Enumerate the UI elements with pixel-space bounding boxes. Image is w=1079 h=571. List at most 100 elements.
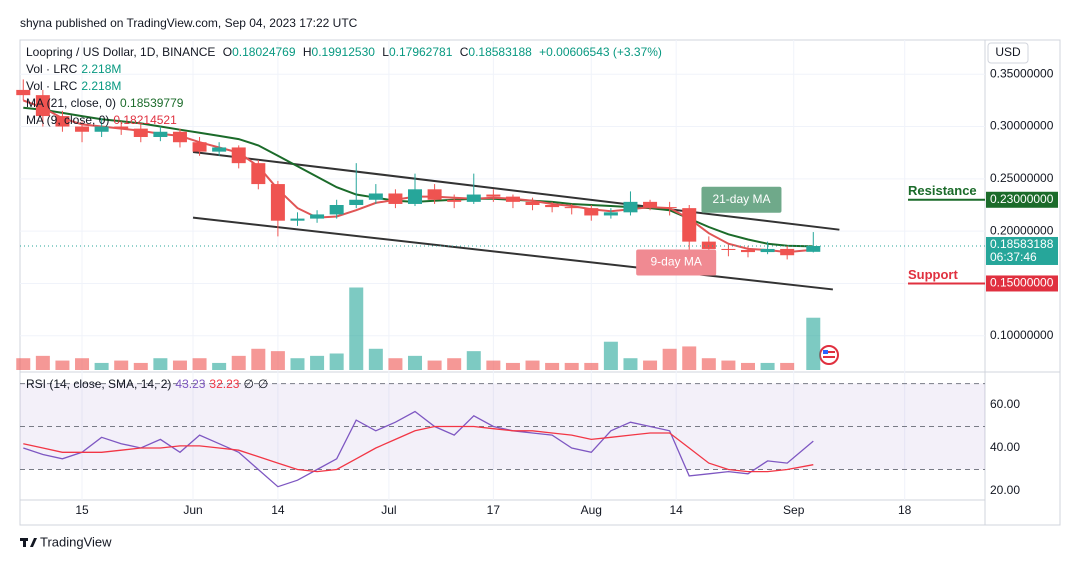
c-label: C bbox=[459, 45, 469, 59]
volume-bar bbox=[290, 358, 305, 370]
x-tick-label: 18 bbox=[898, 503, 912, 517]
candle-body bbox=[16, 89, 31, 96]
volume-bar bbox=[329, 353, 344, 370]
ma-value: 0.18214521 bbox=[113, 113, 177, 127]
candle-body bbox=[466, 194, 481, 202]
volume-bar bbox=[466, 351, 481, 370]
volume-bar bbox=[75, 358, 90, 370]
candle-body bbox=[75, 126, 90, 132]
volume-bar bbox=[505, 362, 520, 370]
candle-body bbox=[806, 245, 821, 252]
last-price-badge bbox=[986, 236, 1058, 265]
frame bbox=[19, 39, 1061, 526]
legend-vol: Vol · LRC 2.218M bbox=[26, 62, 125, 76]
h-label: H bbox=[302, 45, 312, 59]
volume-bar bbox=[16, 358, 31, 370]
candle-body bbox=[251, 163, 266, 185]
volume-bar bbox=[153, 358, 168, 370]
change: +0.00606543 (+3.37%) bbox=[539, 45, 662, 59]
candle-body bbox=[486, 194, 501, 197]
volume-bar bbox=[682, 346, 697, 370]
x-tick-label: Sep bbox=[783, 503, 805, 517]
flag-icon bbox=[819, 345, 839, 365]
volume-bar bbox=[270, 351, 285, 370]
trendline bbox=[192, 150, 840, 231]
legend-vol: Vol · LRC 2.218M bbox=[26, 79, 125, 93]
y-tick-label: 0.10000000 bbox=[990, 328, 1054, 342]
candle-body bbox=[192, 142, 207, 152]
ma-name: MA (21, close, 0) bbox=[26, 96, 117, 110]
x-tick-label: Aug bbox=[581, 503, 602, 517]
vol-name: Vol · LRC bbox=[26, 79, 78, 93]
volume-bar bbox=[662, 348, 677, 370]
candle-body bbox=[55, 116, 70, 127]
candle-body bbox=[94, 126, 109, 132]
annotation-box bbox=[636, 249, 717, 276]
volume-bar bbox=[545, 362, 560, 370]
volume-bar bbox=[721, 360, 736, 370]
candle-body bbox=[427, 189, 442, 200]
volume-bar bbox=[623, 358, 638, 370]
volume-bar bbox=[212, 362, 227, 370]
volume-bar bbox=[133, 362, 148, 370]
volume-bar bbox=[564, 362, 579, 370]
candle-body bbox=[349, 199, 364, 205]
x-tick-label: 15 bbox=[75, 503, 89, 517]
y-tick-label: 0.25000000 bbox=[990, 171, 1054, 185]
candle-body bbox=[564, 207, 579, 209]
volume-bar bbox=[94, 362, 109, 370]
volume-bar bbox=[55, 360, 70, 370]
candle-body bbox=[525, 201, 540, 205]
candle-body bbox=[35, 95, 50, 117]
annotation-box bbox=[701, 186, 782, 213]
candle-body bbox=[212, 147, 227, 152]
rsi-name: RSI (14, close, SMA, 14, 2) bbox=[26, 377, 172, 391]
volume-bar bbox=[760, 362, 775, 370]
series-line bbox=[23, 410, 814, 488]
volume-bar bbox=[408, 355, 423, 370]
annotation-text: 21-day MA bbox=[712, 192, 770, 206]
level-badge bbox=[986, 275, 1058, 292]
legend-rsi: RSI (14, close, SMA, 14, 2) 43.23 32.23 ∅ ∅ bbox=[26, 377, 272, 391]
x-tick-label: 14 bbox=[271, 503, 285, 517]
volume-bar bbox=[525, 360, 540, 370]
brand-logo bbox=[20, 538, 37, 547]
y-tick-label: 0.30000000 bbox=[990, 119, 1054, 133]
volume-bar bbox=[388, 358, 403, 370]
level-text: Resistance bbox=[908, 183, 977, 198]
ma-value: 0.18539779 bbox=[120, 96, 184, 110]
candle-body bbox=[368, 193, 383, 200]
candle-body bbox=[740, 249, 755, 253]
candle-body bbox=[780, 248, 795, 256]
y-tick-label: 0.20000000 bbox=[990, 223, 1054, 237]
candle-body bbox=[545, 205, 560, 208]
vol-value: 2.218M bbox=[81, 79, 122, 93]
low: 0.17962781 bbox=[388, 45, 453, 59]
candle-body bbox=[643, 201, 658, 208]
volume-bar bbox=[806, 317, 821, 370]
high: 0.19912530 bbox=[311, 45, 375, 59]
o-label: O bbox=[222, 45, 233, 59]
level-label: 0.23000000 bbox=[990, 192, 1054, 206]
series-line bbox=[23, 425, 814, 473]
candle-body bbox=[310, 214, 325, 219]
volume-bar bbox=[251, 348, 266, 370]
currency-button[interactable] bbox=[987, 42, 1029, 64]
candle-body bbox=[133, 128, 148, 137]
volume-bar bbox=[231, 355, 246, 370]
volume-bar bbox=[368, 348, 383, 370]
legend-symbol: Loopring / US Dollar, 1D, BINANCE O0.180… bbox=[26, 45, 666, 59]
vol-value: 2.218M bbox=[81, 62, 122, 76]
candle-body bbox=[231, 147, 246, 164]
y-tick-label: 60.00 bbox=[990, 397, 1020, 411]
x-tick-label: 14 bbox=[669, 503, 683, 517]
rsi-ma-value: 32.23 bbox=[209, 377, 240, 391]
y-tick-label: 0.35000000 bbox=[990, 66, 1054, 80]
volume-bar bbox=[447, 358, 462, 370]
countdown: 06:37:46 bbox=[990, 250, 1037, 264]
currency[interactable]: USD bbox=[995, 45, 1021, 59]
candle-body bbox=[172, 131, 187, 143]
level-badge bbox=[986, 191, 1058, 208]
